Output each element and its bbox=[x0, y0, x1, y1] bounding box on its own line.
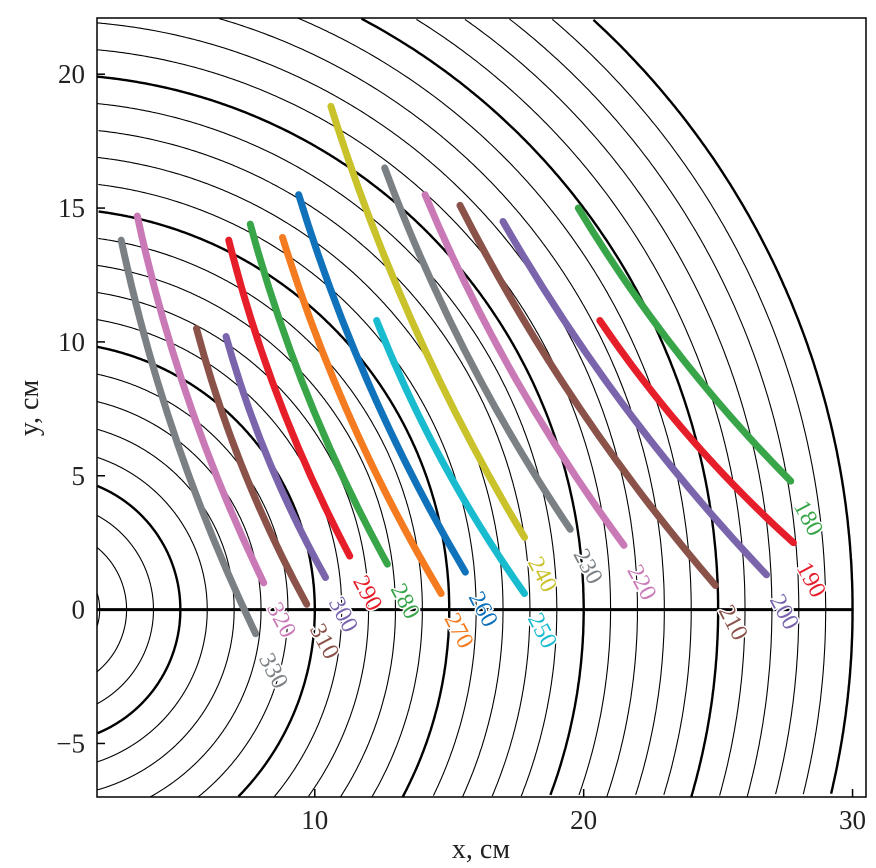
circle-r22 bbox=[97, 22, 639, 797]
curve-label-220: 220 bbox=[621, 561, 661, 605]
y-tick-label: 0 bbox=[72, 595, 86, 625]
circle-r23 bbox=[218, 17, 665, 795]
curve-220 bbox=[421, 191, 628, 549]
curve-280 bbox=[246, 220, 391, 568]
curve-label-320: 320 bbox=[261, 598, 301, 642]
circle-r21 bbox=[97, 49, 612, 796]
ticks: 10 20 30 −5 0 5 10 15 20 bbox=[56, 59, 866, 835]
curve-260 bbox=[295, 191, 469, 576]
circle-r14 bbox=[98, 237, 423, 798]
curve-label-200: 200 bbox=[764, 590, 804, 634]
curve-330 bbox=[117, 236, 260, 638]
circle-r27 bbox=[464, 18, 773, 797]
curve-200 bbox=[499, 217, 771, 579]
curve-320 bbox=[133, 212, 268, 587]
curve-190 bbox=[596, 316, 797, 547]
x-tick-label: 30 bbox=[839, 805, 866, 835]
y-axis-label: y, см bbox=[14, 380, 45, 437]
curve-270 bbox=[279, 234, 445, 598]
curve-210 bbox=[456, 201, 719, 590]
curve-label-280: 280 bbox=[385, 579, 425, 623]
circle-r19 bbox=[97, 102, 558, 797]
circle-r16 bbox=[98, 183, 477, 796]
x-tick-label: 10 bbox=[301, 805, 328, 835]
x-tick-label: 20 bbox=[570, 805, 597, 835]
curve-250 bbox=[373, 316, 529, 598]
curve-300 bbox=[222, 333, 330, 581]
circle-r30 bbox=[592, 19, 854, 794]
circle-r15 bbox=[98, 210, 451, 798]
circle-r24 bbox=[297, 17, 692, 795]
circle-r17 bbox=[97, 156, 504, 797]
plot-frame bbox=[96, 17, 867, 798]
curve-310 bbox=[192, 325, 311, 608]
y-tick-label: 20 bbox=[58, 59, 85, 89]
circle-r29 bbox=[551, 18, 827, 795]
y-tick-label: −5 bbox=[56, 728, 85, 758]
circle-r25 bbox=[360, 17, 720, 798]
curve-label-330: 330 bbox=[253, 649, 293, 693]
curves bbox=[117, 102, 797, 638]
circle-r28 bbox=[509, 18, 800, 795]
circle-r20 bbox=[97, 75, 585, 796]
curve-290 bbox=[225, 236, 354, 560]
curve-240 bbox=[327, 102, 529, 541]
background-circles bbox=[96, 17, 854, 798]
curve-230 bbox=[381, 164, 574, 533]
circle-r13 bbox=[97, 264, 397, 797]
curve-label-240: 240 bbox=[522, 553, 562, 597]
circle-r26 bbox=[416, 18, 746, 796]
curve-180 bbox=[574, 204, 795, 485]
circle-r18 bbox=[98, 130, 531, 797]
curve-label-230: 230 bbox=[568, 545, 608, 589]
x-axis-label: x, см bbox=[452, 834, 510, 865]
y-tick-label: 10 bbox=[58, 327, 85, 357]
y-tick-label: 15 bbox=[58, 193, 85, 223]
y-tick-label: 5 bbox=[72, 461, 86, 491]
